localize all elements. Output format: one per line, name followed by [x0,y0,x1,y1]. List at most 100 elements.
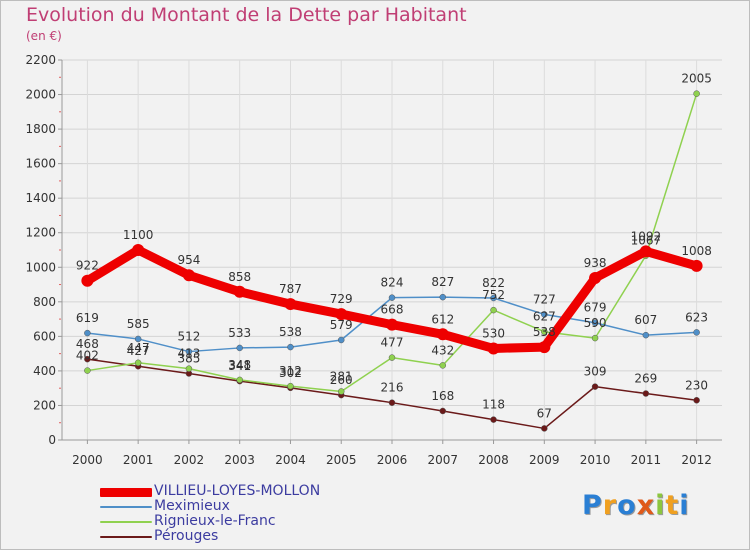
data-point [693,397,700,404]
data-label: 787 [279,282,302,296]
data-label: 938 [584,256,607,270]
data-label: 538 [533,325,556,339]
data-point [388,294,396,301]
logo-letter: i [679,490,690,521]
data-point [487,342,500,355]
data-point [182,269,195,282]
data-label: 1092 [631,229,662,243]
data-point [287,382,294,390]
logo-letter: r [602,490,618,521]
y-tick-label: 1400 [25,191,56,205]
x-tick-label: 2001 [123,453,154,467]
x-tick-label: 2002 [174,453,205,467]
data-point [134,335,142,343]
data-point [591,334,599,342]
logo-letter: P [582,490,603,521]
data-point [591,319,599,326]
data-point [185,365,193,372]
x-tick-label: 2011 [631,453,662,467]
y-tick-label: 800 [33,295,56,309]
y-tick-label: 1200 [25,226,56,240]
data-label: 590 [584,316,607,330]
data-label: 168 [431,389,454,403]
logo-letter: t [665,490,680,521]
data-label: 752 [482,288,505,302]
data-point [642,390,650,397]
data-point [132,244,145,256]
x-tick-label: 2008 [478,453,509,467]
data-label: 607 [634,313,657,327]
data-point [84,329,91,337]
data-point [693,329,700,336]
logo-letter: i [655,490,666,521]
data-label: 585 [127,317,150,331]
data-point [236,344,243,352]
data-point [388,399,396,406]
data-label: 341 [228,359,251,373]
data-point [693,90,700,97]
data-label: 627 [533,310,556,324]
data-label: 1100 [123,228,154,242]
data-point [538,341,551,354]
data-label: 447 [127,341,150,355]
data-point [490,416,497,423]
data-label: 954 [177,253,200,267]
data-label: 302 [279,366,302,380]
data-label: 1067 [631,234,662,248]
data-label: 579 [330,318,353,332]
data-label: 427 [127,344,150,358]
data-point [185,348,193,355]
y-tick-label: 1800 [25,122,56,136]
data-label: 1008 [681,244,712,258]
data-label: 612 [431,312,454,326]
data-point [134,359,142,367]
data-point [386,318,398,331]
data-point [639,245,652,258]
data-label: 260 [330,373,353,387]
data-label: 2005 [681,72,712,86]
data-label: 619 [76,311,99,325]
data-point [541,425,548,432]
data-label: 858 [228,270,251,284]
y-tick-label: 400 [33,364,56,378]
data-point [439,293,447,301]
legend-label: VILLIEU-LOYES-MOLLON [154,483,321,499]
data-label: 118 [482,398,505,412]
data-point [490,306,497,314]
logo-letter: x [636,490,656,521]
x-tick-label: 2004 [275,453,306,467]
data-label: 385 [177,352,200,366]
data-point [388,354,396,361]
data-point [541,311,548,318]
data-point [337,336,345,344]
data-label: 312 [279,364,302,378]
data-point [439,362,447,369]
legend-label: Rignieux-le-Franc [154,513,276,529]
legend-swatch [100,536,152,538]
chart-subtitle: (en €) [26,29,62,43]
legend-label: Meximieux [154,498,230,514]
chart-title: Evolution du Montant de la Dette par Hab… [26,4,467,26]
proxiti-logo: Proxiti [582,490,690,521]
data-label: 402 [76,349,99,363]
data-point [236,376,243,384]
data-label: 533 [228,326,251,340]
data-point [284,298,297,311]
data-label: 824 [381,276,404,290]
data-label: 269 [634,372,657,386]
data-point [591,383,599,390]
x-tick-label: 2006 [377,453,408,467]
data-label: 538 [279,325,302,339]
data-point [337,388,345,395]
legend-swatch [100,488,152,497]
data-point [490,294,497,302]
x-tick-label: 2000 [72,453,103,467]
data-label: 216 [381,381,404,395]
y-tick-label: 1600 [25,157,56,171]
data-label: 822 [482,276,505,290]
data-label: 432 [431,343,454,357]
data-label: 67 [537,406,552,420]
data-point [642,331,650,339]
data-label: 512 [177,330,200,344]
